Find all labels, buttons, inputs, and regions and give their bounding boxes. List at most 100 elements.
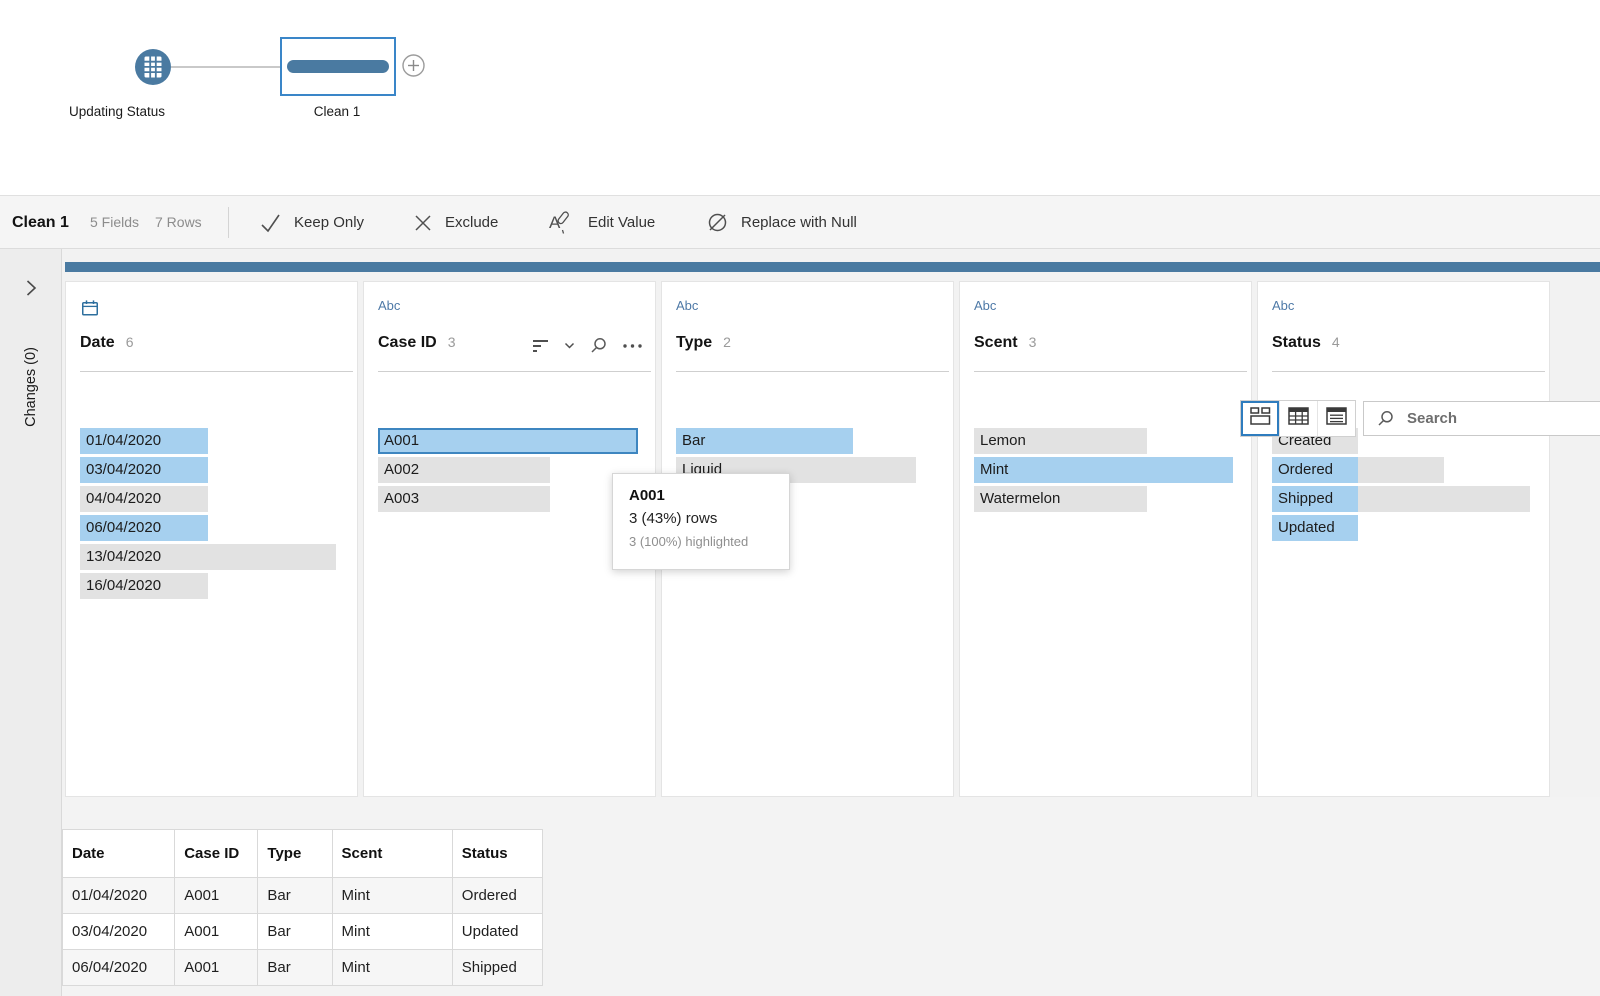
value-label: A003 [384,490,420,507]
grid-view-button[interactable] [1279,401,1317,436]
value-bar-03-04-2020[interactable]: 03/04/2020 [80,457,353,483]
value-bar-fill [1272,457,1444,483]
tooltip-rows: 3 (43%) rows [629,510,718,527]
value-bar-fill [974,486,1147,512]
field-name[interactable]: Date [80,334,115,351]
value-bar-mint[interactable]: Mint [974,457,1247,483]
step-title: Clean 1 [12,214,69,231]
flow-node-clean-1[interactable] [280,37,396,96]
flow-node-clean-label: Clean 1 [313,104,361,119]
value-bar-a002[interactable]: A002 [378,457,651,483]
action-label: Replace with Null [741,214,857,231]
add-step-button[interactable] [402,54,425,77]
edit-value-button[interactable]: A Edit Value [549,196,655,249]
field-card-date: Date 6 01/04/2020 03/04/2020 04/04/2020 06/04… [65,281,358,797]
flow-connector [171,66,280,68]
changes-panel-label: Changes (0) [23,347,39,427]
value-bar-bar[interactable]: Bar [676,428,949,454]
value-bar-13-04-2020[interactable]: 13/04/2020 [80,544,353,570]
grid-header-status[interactable]: Status [451,829,544,878]
grid-cell: Updated [451,913,544,950]
value-bar-a003[interactable]: A003 [378,486,651,512]
field-count: 2 [723,334,731,350]
grid-cell: Bar [257,877,333,914]
value-bar-01-04-2020[interactable]: 01/04/2020 [80,428,353,454]
highlight-segment [1272,486,1358,512]
view-toggle-group [1240,400,1356,437]
value-bar-ordered[interactable]: Ordered [1272,457,1545,483]
field-name[interactable]: Scent [974,334,1018,351]
sort-icon[interactable] [532,338,550,353]
fields-count: 5 Fields [90,214,140,230]
value-bar-fill [80,457,208,483]
value-label: Updated [1278,519,1335,536]
grid-cell: Shipped [451,949,544,986]
caret-down-icon[interactable] [564,342,575,349]
value-label: 03/04/2020 [86,461,162,478]
value-bar-fill [1272,486,1530,512]
value-bar-fill [378,486,550,512]
value-label: Mint [980,461,1009,478]
search-box[interactable] [1363,401,1600,436]
value-label: A002 [384,461,420,478]
grid-cell: A001 [174,949,259,986]
value-bar-updated[interactable]: Updated [1272,515,1545,541]
field-card-status: Abc Status 4 Created Ordered Shipped Updated [1257,281,1550,797]
chevron-right-icon[interactable] [25,279,37,297]
exclude-button[interactable]: Exclude [413,196,498,249]
field-name[interactable]: Type [676,334,713,351]
search-input[interactable] [1407,410,1587,427]
action-label: Exclude [445,214,499,231]
value-bar-fill [974,428,1147,454]
grid-header-case-id[interactable]: Case ID [174,829,259,878]
value-bar-lemon[interactable]: Lemon [974,428,1247,454]
value-bar-shipped[interactable]: Shipped [1272,486,1545,512]
grid-view-icon [1288,407,1309,430]
grid-cell: Mint [331,877,453,914]
field-divider [378,371,651,372]
value-bar-fill [676,428,853,454]
field-divider [974,371,1247,372]
replace-with-null-button[interactable]: Replace with Null [706,196,857,249]
profile-view-button[interactable] [1241,401,1279,436]
profile-pane: Date 6 01/04/2020 03/04/2020 04/04/2020 06/04… [62,249,1600,797]
value-bar-16-04-2020[interactable]: 16/04/2020 [80,573,353,599]
value-bar-watermelon[interactable]: Watermelon [974,486,1247,512]
value-bar-fill [80,544,336,570]
value-label: 06/04/2020 [86,519,162,536]
value-bar-fill [80,486,208,512]
field-name[interactable]: Status [1272,334,1321,351]
field-card-scent: Abc Scent 3 Lemon Mint Watermelon [959,281,1252,797]
field-name[interactable]: Case ID [378,334,437,351]
grid-header-type[interactable]: Type [257,829,333,878]
grid-cell: A001 [174,913,259,950]
grid-cell: Bar [257,949,333,986]
calendar-icon [80,298,100,321]
grid-header-date[interactable]: Date [61,829,176,878]
grid-cell: 03/04/2020 [61,913,176,950]
list-view-button[interactable] [1317,401,1355,436]
field-card-case-id: Abc Case ID 3 A001 A002 A003 [363,281,656,797]
abc-type-label: Abc [378,298,401,313]
value-bar-06-04-2020[interactable]: 06/04/2020 [80,515,353,541]
search-icon[interactable] [589,336,608,355]
value-bar-fill [974,457,1233,483]
value-bar-a001[interactable]: A001 [378,428,651,454]
value-bar-fill [80,573,208,599]
toolbar-actions: Keep Only Exclude A Edit Value Replace with … [0,196,1000,249]
check-icon [259,212,282,234]
value-label: 16/04/2020 [86,577,162,594]
abc-type-label: Abc [676,298,699,313]
grid-row: 01/04/2020 A001 Bar Mint Ordered [61,877,544,914]
field-count: 3 [447,334,456,350]
grid-cell: Bar [257,913,333,950]
value-bar-04-04-2020[interactable]: 04/04/2020 [80,486,353,512]
grid-header-scent[interactable]: Scent [331,829,453,878]
profile-scrollbar[interactable] [65,262,1600,272]
value-label: Ordered [1278,461,1334,478]
value-label: Bar [682,432,706,449]
keep-only-button[interactable]: Keep Only [259,196,364,249]
flow-node-input[interactable] [135,49,171,85]
ellipsis-icon[interactable] [622,343,643,349]
null-icon [706,211,729,234]
